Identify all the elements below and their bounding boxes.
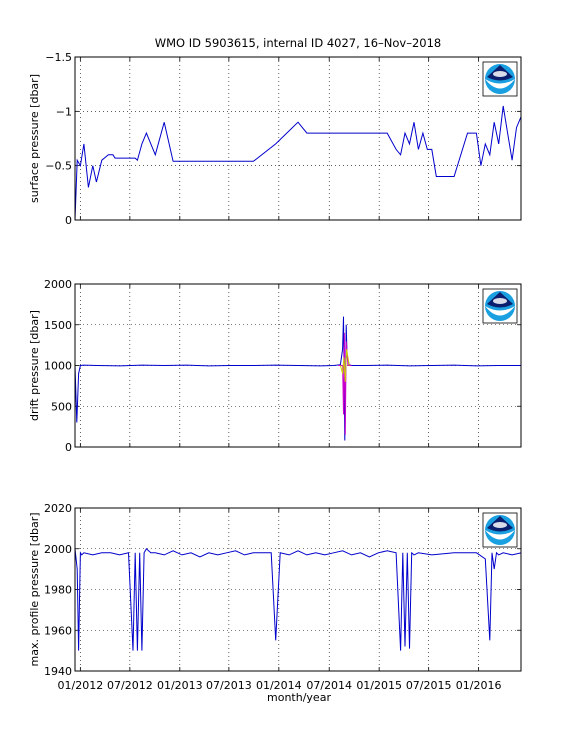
panel-2: 0 500 1000 1500 2000 drift pressure [dbar] [28, 278, 522, 454]
y-tick-label: −1 [56, 105, 72, 118]
y-tick-label: 0 [65, 214, 72, 227]
y-tick-label: 1960 [44, 624, 72, 637]
plot-area [75, 57, 521, 220]
y-tick-label: 2000 [44, 278, 72, 291]
x-axis-label: month/year [267, 691, 331, 704]
chart-title: WMO ID 5903615, internal ID 4027, 16–Nov… [155, 36, 442, 50]
series-line-1 [75, 316, 521, 441]
y-axis-label: drift pressure [dbar] [28, 310, 41, 421]
series-line-3 [339, 349, 350, 382]
x-tick-label: 07/2015 [406, 679, 452, 692]
axes-frame [74, 283, 522, 448]
y-tick-label: 1000 [44, 360, 72, 373]
y-tick-label: 500 [51, 400, 72, 413]
x-tick-label: 01/2014 [256, 679, 302, 692]
y-tick-label: 0 [65, 441, 72, 454]
y-tick-label: 1940 [44, 665, 72, 678]
y-axis-label: surface pressure [dbar] [28, 74, 41, 203]
x-tick-label: 07/2012 [107, 679, 153, 692]
x-tick-label: 01/2012 [58, 679, 104, 692]
x-tick-label: 07/2013 [206, 679, 252, 692]
x-tick-label: 01/2013 [157, 679, 203, 692]
y-tick-label: −0.5 [45, 160, 72, 173]
y-tick-label: 2000 [44, 543, 72, 556]
x-tick-labels: 01/2012 07/2012 01/2013 07/2013 01/2014 07/20… [58, 679, 502, 692]
axes-frame [74, 507, 522, 672]
noaa-logo-icon [482, 61, 518, 97]
series-line-1 [75, 548, 521, 651]
series-line-1 [75, 105, 521, 220]
noaa-logo-icon [482, 512, 518, 548]
plot-area [75, 508, 521, 671]
y-tick-label: 1980 [44, 584, 72, 597]
panel-1: 0 −0.5 −1 −1.5 surface pressure [dbar] [28, 51, 522, 227]
noaa-logo-icon [482, 288, 518, 324]
panels: 0 −0.5 −1 −1.5 surface pressure [dbar] 0 500 10… [28, 51, 522, 678]
y-tick-label: 2020 [44, 502, 72, 515]
y-tick-label: 1500 [44, 319, 72, 332]
x-tick-label: 01/2016 [456, 679, 502, 692]
y-axis-label: max. profile pressure [dbar] [28, 512, 41, 666]
y-tick-label: −1.5 [45, 51, 72, 64]
x-tick-label: 07/2014 [306, 679, 352, 692]
x-tick-label: 01/2015 [356, 679, 402, 692]
axes-frame [74, 56, 522, 221]
